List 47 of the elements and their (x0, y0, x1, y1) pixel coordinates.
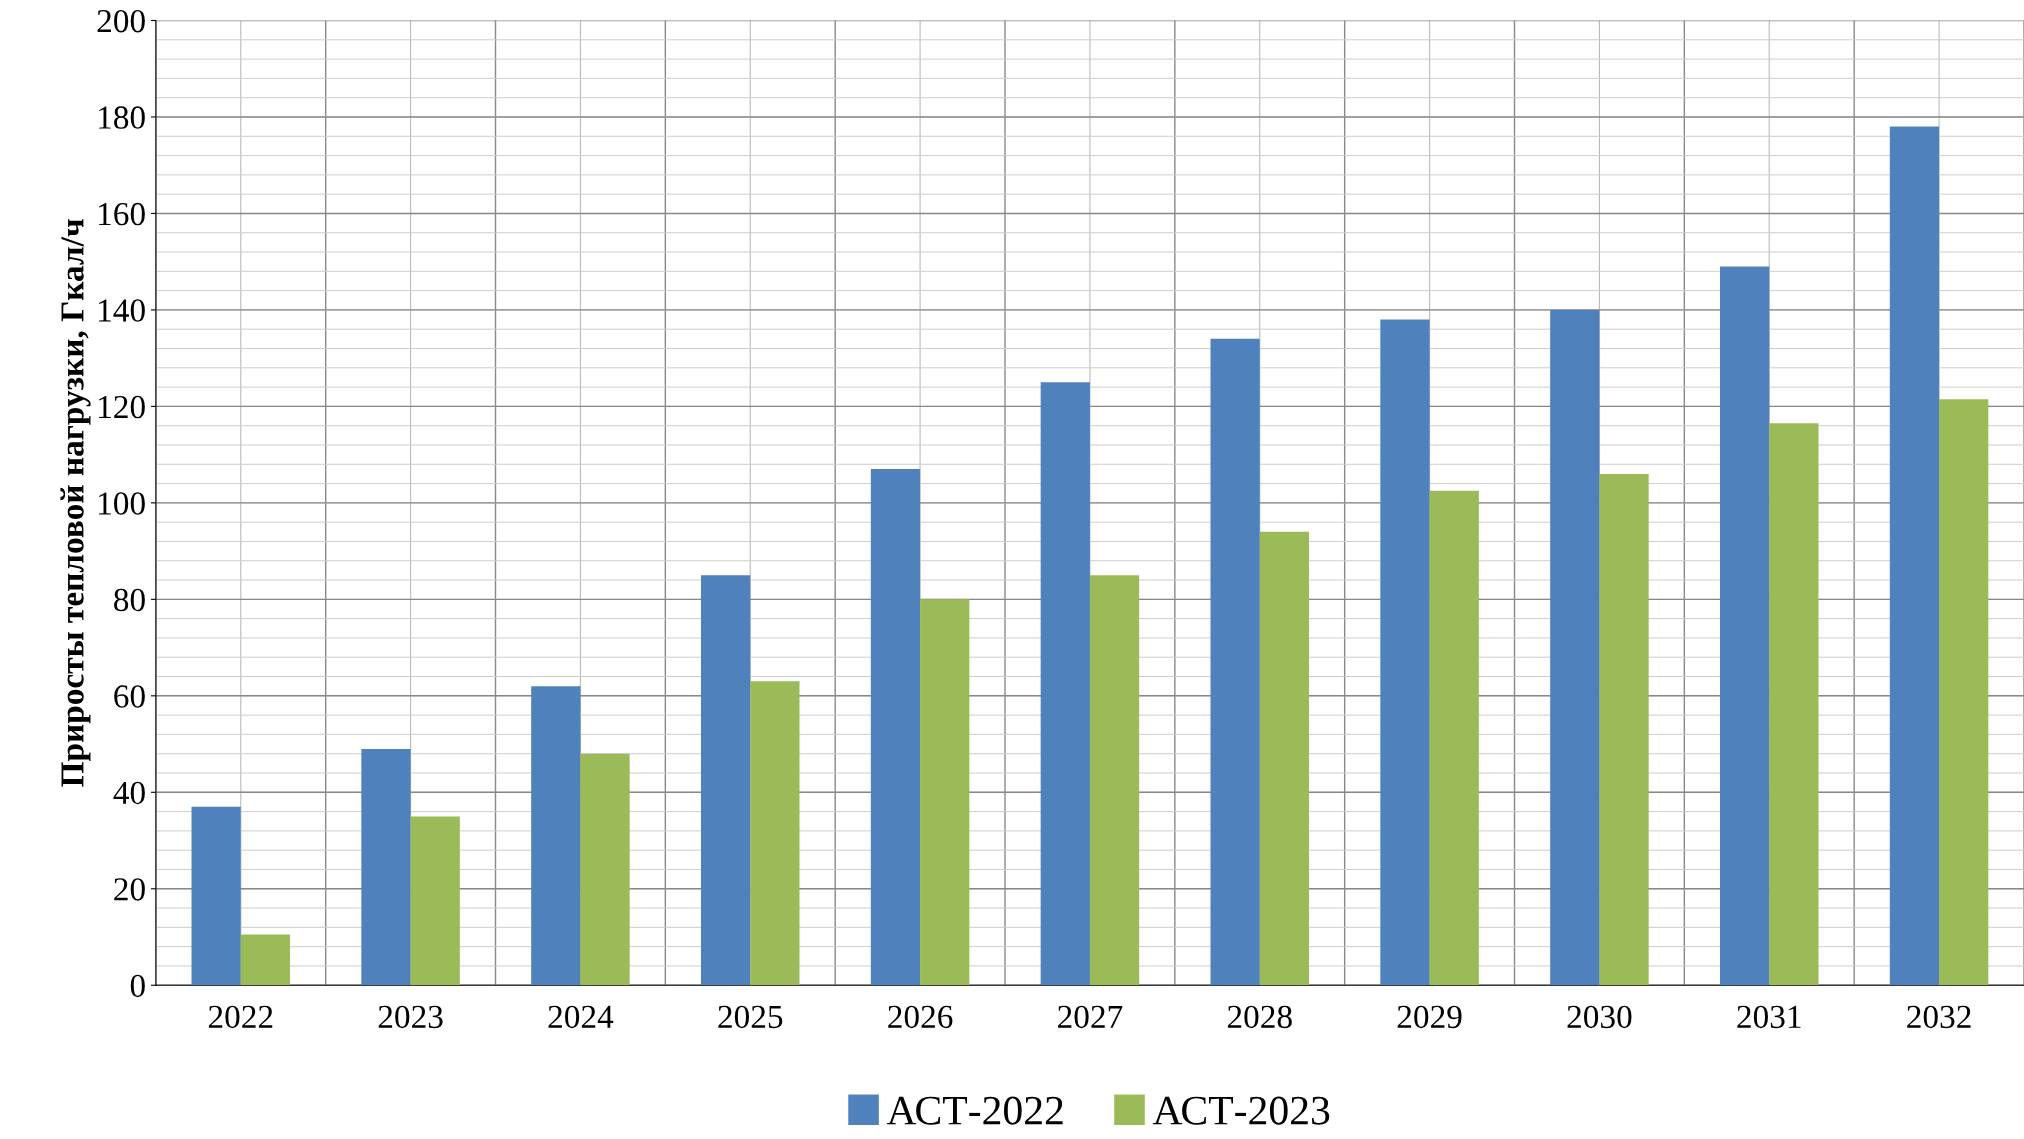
bar (701, 575, 751, 986)
y-tick-label: 140 (99, 299, 145, 322)
y-tick-label: 120 (99, 395, 145, 419)
legend-label: АСТ-2022 (886, 1096, 1063, 1125)
y-tick-label: 0 (130, 974, 145, 998)
bar (1889, 126, 1940, 986)
bar (1939, 399, 1989, 986)
y-tick-label: 40 (113, 781, 145, 805)
bar (1089, 575, 1140, 986)
bar (1210, 338, 1260, 986)
y-tick-label: 180 (99, 106, 145, 129)
bar (750, 681, 800, 986)
x-tick-label: 2024 (548, 1005, 614, 1029)
y-axis-title: Приросты тепловой нагрузки, Гкал/ч (60, 219, 91, 787)
bar (191, 806, 241, 986)
y-tick-label: 100 (99, 492, 145, 515)
bar (1040, 382, 1090, 986)
bar (920, 599, 970, 986)
x-tick-label: 2025 (718, 1005, 783, 1029)
bar (361, 748, 411, 986)
bar (870, 469, 921, 986)
bar (1599, 473, 1649, 986)
bar (410, 816, 460, 986)
x-tick-label: 2029 (1397, 1005, 1462, 1029)
legend-label: АСТ-2023 (1152, 1096, 1330, 1125)
y-tick-label: 20 (114, 878, 145, 901)
bar (1769, 423, 1819, 986)
x-tick-label: 2022 (208, 1005, 273, 1029)
y-tick-label: 60 (114, 685, 145, 708)
x-tick-label: 2023 (378, 1005, 443, 1029)
x-tick-label: 2030 (1567, 1005, 1632, 1029)
x-tick-label: 2026 (888, 1005, 953, 1029)
x-tick-label: 2031 (1737, 1005, 1801, 1029)
x-tick-label: 2027 (1058, 1005, 1123, 1029)
bar (1259, 531, 1310, 986)
y-tick-label: 200 (97, 9, 145, 33)
bar (1380, 319, 1430, 986)
x-tick-label: 2032 (1907, 1005, 1971, 1029)
y-tick-label: 160 (99, 202, 145, 226)
bar (1550, 309, 1600, 986)
x-tick-label: 2028 (1227, 1005, 1292, 1029)
bar (1429, 490, 1479, 986)
bar (1720, 266, 1770, 986)
bar (580, 753, 630, 986)
bar (531, 686, 581, 986)
y-tick-label: 80 (114, 588, 145, 612)
bar (240, 934, 291, 986)
